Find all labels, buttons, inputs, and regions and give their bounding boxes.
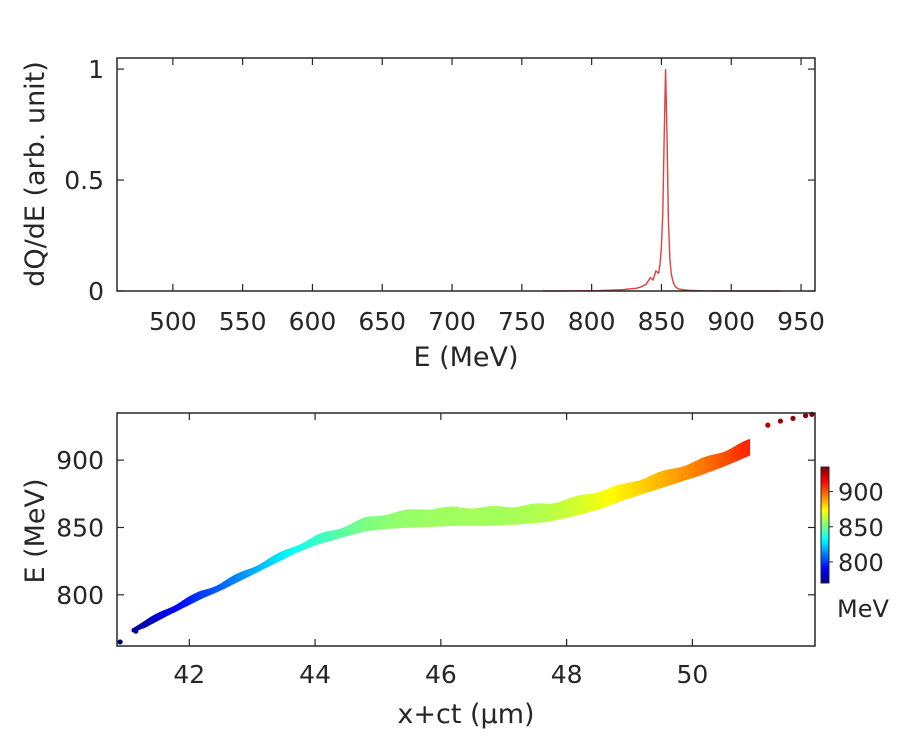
spectrum-x-tick-label: 700 [428, 307, 476, 336]
phase-space-y-tick-label: 900 [56, 446, 104, 475]
phase-space-y-ticks: 800 850 900 [56, 446, 815, 610]
spectrum-x-tick-label: 550 [219, 307, 267, 336]
phase-space-x-tick-label: 48 [551, 660, 583, 689]
spectrum-x-tick-label: 900 [707, 307, 755, 336]
phase-space-point [133, 628, 139, 634]
phase-space-chart: 42 44 46 48 50 800 850 900 x+ct (μm) E (MeV) 8… [20, 411, 890, 730]
spectrum-x-tick-label: 750 [498, 307, 546, 336]
spectrum-plot-area [117, 58, 815, 291]
spectrum-y-ticks: 00.51 [64, 55, 815, 306]
phase-space-plot-area [117, 413, 815, 646]
spectrum-axes-box [116, 57, 816, 292]
phase-space-y-axis-label: E (MeV) [20, 478, 51, 583]
spectrum-y-axis-label: dQ/dE (arb. unit) [20, 61, 51, 287]
phase-space-x-axis-label: x+ct (μm) [397, 699, 534, 730]
phase-space-scatter [131, 439, 751, 633]
spectrum-x-ticks: 500 550 600 650 700 750 800 850 900 950 [149, 58, 825, 336]
spectrum-line [542, 69, 781, 292]
spectrum-x-axis-label: E (MeV) [413, 342, 518, 373]
spectrum-x-tick-label: 500 [149, 307, 197, 336]
colorbar-unit-label: MeV [837, 595, 889, 623]
phase-space-x-tick-label: 44 [299, 660, 331, 689]
phase-space-axes-box [116, 412, 816, 647]
phase-space-y-tick-label: 800 [56, 581, 104, 610]
spectrum-x-tick-label: 600 [289, 307, 337, 336]
phase-space-x-ticks: 42 44 46 48 50 [173, 413, 708, 689]
spectrum-y-tick-label: 0.5 [64, 166, 104, 195]
phase-space-x-tick-label: 46 [425, 660, 457, 689]
colorbar-gradient [820, 466, 830, 584]
spectrum-x-tick-label: 950 [777, 307, 825, 336]
phase-space-y-tick-label: 850 [56, 513, 104, 542]
phase-space-point [777, 418, 784, 424]
phase-space-point [117, 639, 123, 645]
phase-space-point [802, 413, 809, 419]
colorbar: 800 850 900 MeV [820, 466, 890, 623]
colorbar-tick-label: 850 [838, 514, 884, 542]
colorbar-tick-label: 800 [838, 549, 884, 577]
phase-space-x-tick-label: 42 [173, 660, 205, 689]
colorbar-ticks: 800 850 900 [829, 479, 884, 577]
spectrum-x-tick-label: 650 [358, 307, 406, 336]
spectrum-series [542, 69, 781, 292]
spectrum-chart: 500 550 600 650 700 750 800 850 900 950 00.51 E (… [20, 55, 825, 373]
phase-space-point [765, 422, 771, 428]
phase-space-point [790, 415, 796, 421]
colorbar-tick-label: 900 [838, 479, 884, 507]
phase-space-x-tick-label: 50 [676, 660, 708, 689]
spectrum-y-tick-label: 1 [88, 55, 104, 84]
phase-space-band-segment [744, 439, 751, 458]
spectrum-x-tick-label: 850 [638, 307, 686, 336]
spectrum-x-tick-label: 800 [568, 307, 616, 336]
spectrum-y-tick-label: 0 [88, 277, 104, 306]
